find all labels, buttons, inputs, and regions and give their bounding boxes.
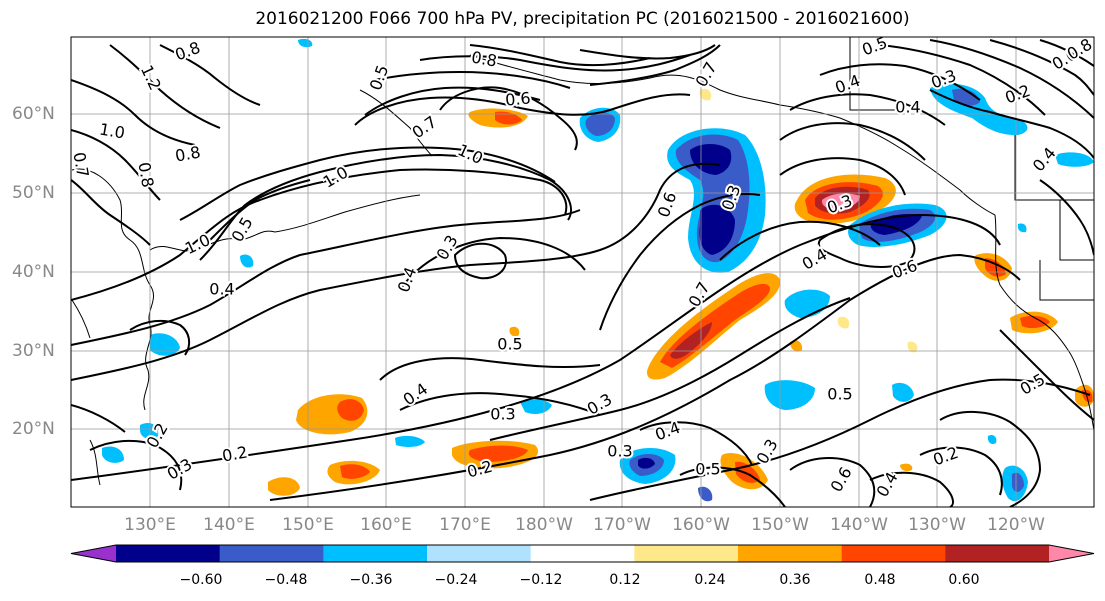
contour-label: 0.4 bbox=[895, 98, 920, 117]
colorbar-tick-label: 0.36 bbox=[779, 572, 811, 588]
colorbar-segment bbox=[945, 545, 1050, 562]
lon-label: 140°W bbox=[830, 515, 888, 535]
precip-positive-region bbox=[1020, 315, 1050, 329]
contour-label: 0.5 bbox=[695, 460, 720, 479]
contour-label: 0.8 bbox=[470, 47, 498, 70]
precip-positive-region bbox=[821, 193, 860, 210]
precip-negative-region bbox=[240, 254, 254, 268]
colorbar-segment bbox=[116, 545, 221, 562]
precip-positive-region bbox=[907, 341, 918, 353]
precip-negative-region bbox=[892, 382, 914, 402]
precip-negative-region bbox=[150, 333, 180, 356]
lat-label: 20°N bbox=[12, 419, 55, 439]
precip-negative-region bbox=[764, 380, 815, 410]
colorbar-tick-label: −0.12 bbox=[519, 572, 563, 588]
precip-positive-region bbox=[699, 88, 712, 101]
contour-label: 0.5 bbox=[497, 335, 522, 354]
colorbar-tick-label: −0.36 bbox=[349, 572, 393, 588]
colorbar-tick-label: 0.60 bbox=[948, 572, 980, 588]
precip-negative-region bbox=[585, 112, 615, 136]
colorbar-tick-label: 0.48 bbox=[864, 572, 896, 588]
lat-label: 50°N bbox=[12, 183, 55, 203]
contour-label: 0.2 bbox=[221, 442, 249, 465]
colorbar-tick-label: −0.48 bbox=[264, 572, 308, 588]
pv-contours bbox=[71, 39, 1094, 507]
precip-positive-region bbox=[337, 399, 364, 421]
colorbar-segment bbox=[530, 545, 635, 562]
colorbar-extend-max bbox=[1049, 545, 1094, 562]
precip-negative-region bbox=[638, 457, 655, 469]
precip-negative-region bbox=[1017, 223, 1027, 233]
colorbar-segment bbox=[219, 545, 324, 562]
precip-negative-region bbox=[1055, 152, 1094, 167]
map-frame bbox=[70, 36, 1095, 508]
precip-positive-region bbox=[468, 445, 528, 462]
precip-positive-region bbox=[670, 322, 712, 359]
colorbar-segment bbox=[738, 545, 843, 562]
precip-positive-region bbox=[340, 464, 370, 479]
precip-negative-region bbox=[395, 435, 425, 447]
precip-positive-region bbox=[900, 463, 913, 472]
precip-negative-region bbox=[690, 144, 732, 175]
lon-label: 130°W bbox=[908, 515, 966, 535]
precip-positive-region bbox=[509, 326, 520, 337]
precip-positive-region bbox=[495, 111, 522, 125]
colorbar-tick-label: 0.24 bbox=[694, 572, 726, 588]
precip-positive-region bbox=[790, 340, 803, 352]
precip-negative-region bbox=[952, 88, 980, 106]
chart-title: 2016021200 F066 700 hPa PV, precipitatio… bbox=[255, 9, 910, 29]
contour-label: 0.3 bbox=[490, 405, 515, 424]
colorbar-extend-min bbox=[71, 545, 116, 562]
precip-negative-region bbox=[699, 204, 735, 255]
precip-negative-region bbox=[987, 434, 997, 445]
colorbar-tick-label: −0.24 bbox=[434, 572, 478, 588]
contour-label: 1.0 bbox=[98, 119, 126, 142]
contour-label: 0.5 bbox=[827, 385, 852, 404]
lon-label: 180°W bbox=[515, 515, 573, 535]
precip-negative-region bbox=[298, 38, 313, 48]
contour-label: 0.3 bbox=[607, 442, 632, 461]
precip-negative-region bbox=[102, 446, 124, 463]
lat-label: 30°N bbox=[12, 341, 55, 361]
lon-label: 150°W bbox=[751, 515, 809, 535]
contour-label: 0.7 bbox=[69, 151, 92, 179]
colorbar-segment bbox=[427, 545, 532, 562]
precip-positive-region bbox=[268, 477, 300, 496]
lon-label: 160°W bbox=[672, 515, 730, 535]
precip-negative-region bbox=[1012, 472, 1024, 492]
lon-label: 170°E bbox=[439, 515, 491, 535]
colorbar bbox=[70, 544, 1095, 563]
lon-label: 160°E bbox=[360, 515, 412, 535]
lon-label: 170°W bbox=[593, 515, 651, 535]
lon-label: 130°E bbox=[124, 515, 176, 535]
lon-label: 150°E bbox=[282, 515, 334, 535]
lat-label: 60°N bbox=[12, 104, 55, 124]
colorbar-segment bbox=[634, 545, 739, 562]
lat-label: 40°N bbox=[12, 262, 55, 282]
contour-label: 0.6 bbox=[504, 88, 531, 109]
contour-label: 0.4 bbox=[209, 280, 234, 299]
colorbar-outline bbox=[70, 544, 1095, 563]
lon-label: 120°W bbox=[987, 515, 1045, 535]
precip-positive-region bbox=[837, 316, 850, 329]
colorbar-segment bbox=[323, 545, 428, 562]
lon-label: 140°E bbox=[203, 515, 255, 535]
precip-negative-region bbox=[698, 486, 713, 502]
precip-negative-region bbox=[140, 423, 159, 439]
map-plot-area: 0.81.21.00.80.7 0.80.80.60.71.01.01.0 0.50… bbox=[69, 37, 1094, 507]
colorbar-tick-label: −0.60 bbox=[179, 572, 223, 588]
colorbar-tick-label: 0.12 bbox=[609, 572, 641, 588]
colorbar-segment bbox=[841, 545, 946, 562]
